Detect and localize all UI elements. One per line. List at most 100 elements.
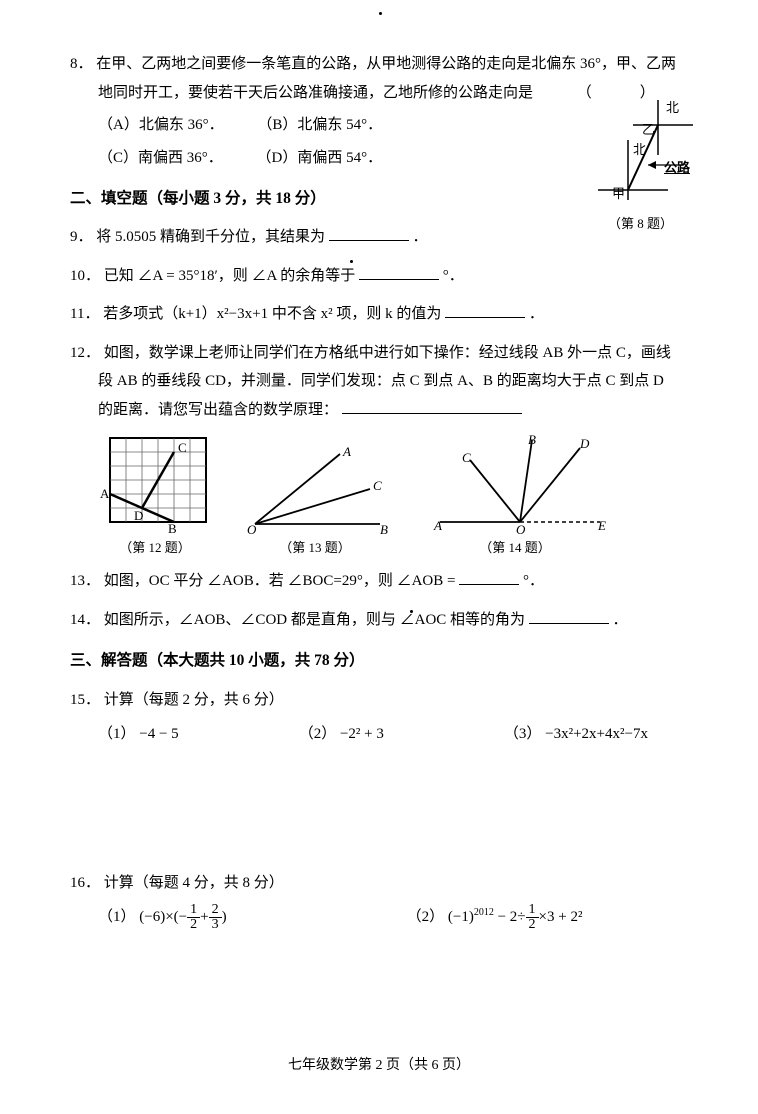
- q14-number: 14．: [70, 612, 100, 628]
- figure-q8: 北 乙 北 公路 甲 （第 8 题）: [588, 100, 698, 230]
- fig12-B: B: [168, 521, 177, 534]
- q8-option-c: （C）南偏西 36°．: [98, 144, 223, 173]
- q16-number: 16．: [70, 875, 100, 891]
- section-3-header: 三、解答题（本大题共 10 小题，共 78 分）: [70, 646, 698, 675]
- q16-p1-pre: (−6)×(−: [139, 909, 187, 925]
- q8-north1: 北: [666, 96, 679, 121]
- q11-number: 11．: [70, 306, 99, 322]
- frac-num: 2: [209, 903, 222, 918]
- figure-13-svg: O A C B: [240, 444, 390, 534]
- q16-p1-mid: +: [200, 909, 208, 925]
- q9-number: 9．: [70, 229, 93, 245]
- q16-p2-exp: 2012: [474, 907, 494, 918]
- q8-paren: （ ）: [577, 85, 661, 101]
- q16-p1: （1） (−6)×(−12+23): [98, 903, 227, 932]
- question-14: 14． 如图所示，∠AOB、∠COD 都是直角，则与 ∠AOC 相等的角为 ．: [70, 606, 698, 635]
- q16-p2: （2） (−1)2012 − 2÷12×3 + 2²: [407, 903, 583, 932]
- frac-num: 1: [187, 903, 200, 918]
- q15-subproblems: （1） −4 − 5 （2） −2² + 3 （3） −3x²+2x+4x²−7…: [70, 720, 698, 749]
- q13-blank: [459, 569, 519, 585]
- q15-p1-expr: −4 − 5: [139, 726, 178, 742]
- figure-12-svg: A B C D: [100, 434, 210, 534]
- q16-p1-frac2: 23: [209, 903, 222, 932]
- q8-option-a: （A）北偏东 36°．: [98, 111, 224, 140]
- q8-line2: 地同时开工，要使若干天后公路准确接通，乙地所修的公路走向是: [98, 85, 533, 101]
- q16-p1-frac1: 12: [187, 903, 200, 932]
- q8-jia: 甲: [612, 182, 625, 207]
- question-15: 15． 计算（每题 2 分，共 6 分） （1） −4 − 5 （2） −2² …: [70, 686, 698, 749]
- figure-12-caption: （第 12 题）: [100, 536, 210, 561]
- q10-number: 10．: [70, 268, 100, 284]
- q15-p1: （1） −4 − 5: [98, 720, 179, 749]
- figure-14-caption: （第 14 题）: [420, 536, 610, 561]
- q12-blank: [342, 398, 522, 414]
- fig12-D: D: [134, 508, 143, 523]
- question-10: 10． 已知 ∠A = 35°18′，则 ∠A 的余角等于 °．: [70, 262, 698, 291]
- q8-option-d: （D）南偏西 54°．: [257, 144, 383, 173]
- q14-blank: [529, 608, 609, 624]
- page-footer: 七年级数学第 2 页（共 6 页）: [0, 1053, 758, 1080]
- q15-p3-expr: −3x²+2x+4x²−7x: [545, 726, 648, 742]
- q13-end: °．: [523, 573, 544, 589]
- fig12-A: A: [100, 486, 110, 501]
- q16-p2-frac: 12: [526, 903, 539, 932]
- q15-p3: （3） −3x²+2x+4x²−7x: [504, 720, 648, 749]
- frac-den: 3: [209, 918, 222, 932]
- q16-p1-post: ): [222, 909, 227, 925]
- question-11: 11． 若多项式（k+1）x²−3x+1 中不含 x² 项，则 k 的值为 ．: [70, 300, 698, 329]
- q10-blank: [359, 264, 439, 280]
- figure-13: O A C B （第 13 题）: [240, 444, 390, 561]
- q8-road-label: 公路: [664, 156, 690, 181]
- q15-p2-label: （2）: [299, 726, 337, 742]
- q15-number: 15．: [70, 692, 100, 708]
- figure-13-caption: （第 13 题）: [240, 536, 390, 561]
- q13-text: 如图，OC 平分 ∠AOB．若 ∠BOC=29°，则 ∠AOB =: [104, 573, 456, 589]
- q16-p2-mid2: ×3 + 2²: [539, 909, 583, 925]
- q11-text: 若多项式（k+1）x²−3x+1 中不含 x² 项，则 k 的值为: [103, 306, 441, 322]
- fig14-D: D: [579, 436, 590, 451]
- fig13-B: B: [380, 522, 388, 534]
- q10-text: 已知 ∠A = 35°18′，则 ∠A 的余角等于: [104, 268, 356, 284]
- q10-end: °．: [443, 268, 464, 284]
- q12-line2: 段 AB 的垂线段 CD，并测量．同学们发现：点 C 到点 A、B 的距离均大于…: [98, 373, 664, 389]
- q14-end: ．: [613, 612, 628, 628]
- q12-line3: 的距离．请您写出蕴含的数学原理：: [98, 402, 338, 418]
- fig14-E: E: [597, 518, 606, 533]
- frac-num: 1: [526, 903, 539, 918]
- q15-p1-label: （1）: [98, 726, 136, 742]
- figure-12: A B C D （第 12 题）: [100, 434, 210, 561]
- q11-blank: [445, 302, 525, 318]
- q8-option-b: （B）北偏东 54°．: [257, 111, 382, 140]
- q13-number: 13．: [70, 573, 100, 589]
- fig13-C: C: [373, 478, 382, 493]
- q15-p2: （2） −2² + 3: [299, 720, 384, 749]
- q15-p2-expr: −2² + 3: [340, 726, 384, 742]
- frac-den: 2: [526, 918, 539, 932]
- fig14-B: B: [528, 434, 536, 447]
- q8-north2: 北: [633, 138, 646, 163]
- question-9: 9． 将 5.0505 精确到千分位，其结果为 ．: [70, 223, 698, 252]
- fig12-C: C: [178, 440, 187, 455]
- q16-p1-label: （1）: [98, 909, 136, 925]
- q16-text: 计算（每题 4 分，共 8 分）: [104, 875, 284, 891]
- fig13-A: A: [342, 444, 351, 459]
- question-12: 12． 如图，数学课上老师让同学们在方格纸中进行如下操作：经过线段 AB 外一点…: [70, 339, 698, 425]
- fig14-C: C: [462, 450, 471, 465]
- q15-text: 计算（每题 2 分，共 6 分）: [104, 692, 284, 708]
- fig14-A: A: [433, 518, 442, 533]
- q16-p2-label: （2）: [407, 909, 445, 925]
- q9-blank: [329, 225, 409, 241]
- q16-subproblems: （1） (−6)×(−12+23) （2） (−1)2012 − 2÷12×3 …: [70, 903, 698, 932]
- q16-p2-pre: (−1): [448, 909, 474, 925]
- q15-p3-label: （3）: [504, 726, 542, 742]
- frac-den: 2: [187, 918, 200, 932]
- q8-line1: 在甲、乙两地之间要修一条笔直的公路，从甲地测得公路的走向是北偏东 36°，甲、乙…: [96, 56, 676, 72]
- q12-number: 12．: [70, 345, 100, 361]
- q11-end: ．: [529, 306, 544, 322]
- print-dot: [379, 12, 382, 15]
- q9-text: 将 5.0505 精确到千分位，其结果为: [96, 229, 325, 245]
- workspace-q15: [70, 759, 698, 869]
- question-13: 13． 如图，OC 平分 ∠AOB．若 ∠BOC=29°，则 ∠AOB = °．: [70, 567, 698, 596]
- fig13-O: O: [247, 522, 257, 534]
- figure-14-svg: A O E B D C: [420, 434, 610, 534]
